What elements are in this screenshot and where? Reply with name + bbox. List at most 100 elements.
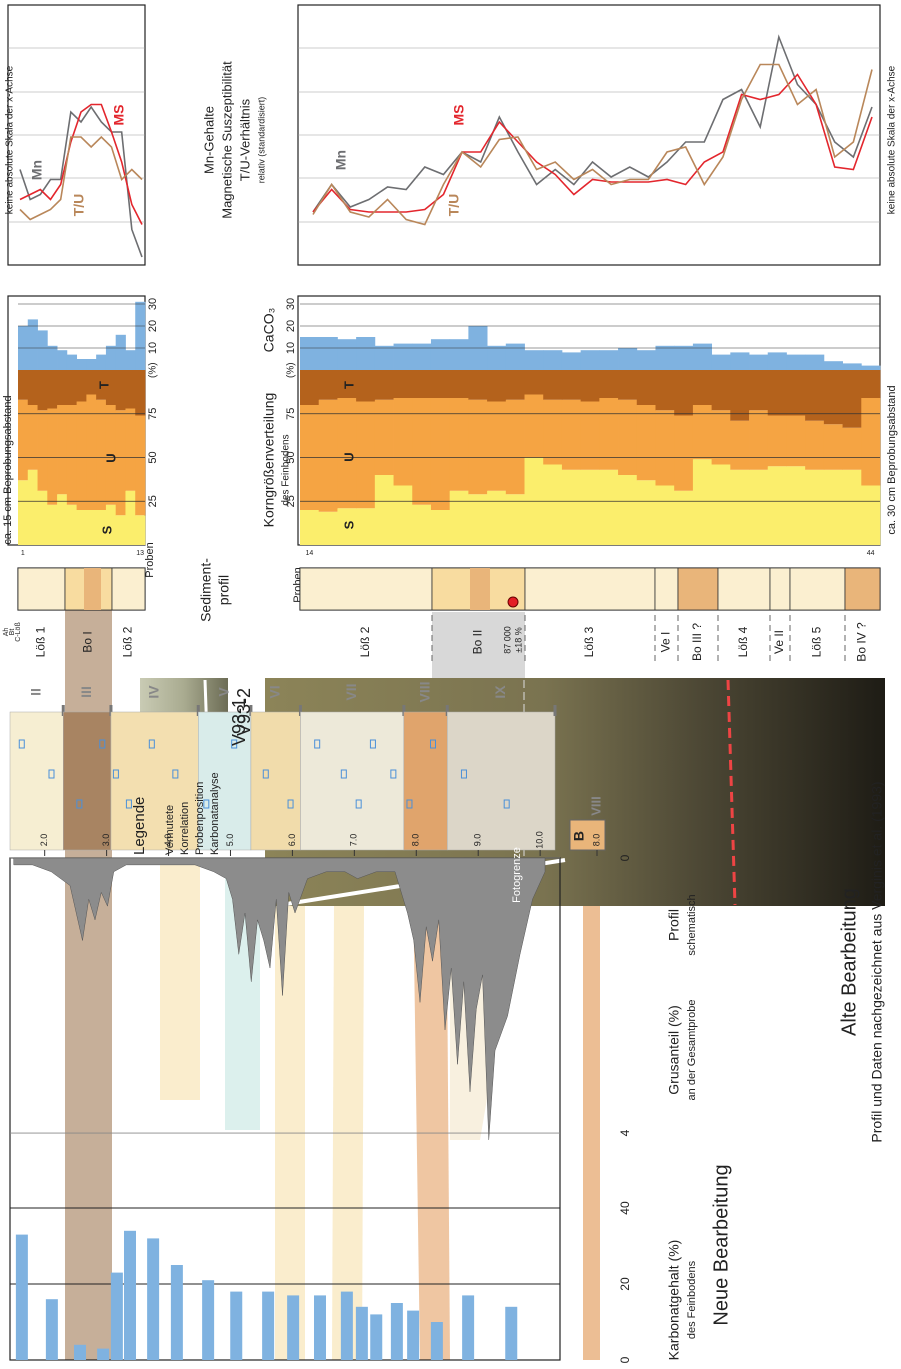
unit — [770, 568, 790, 610]
segment — [786, 416, 805, 467]
segment — [28, 370, 38, 405]
sediment-title: profil — [216, 575, 232, 605]
segment — [431, 370, 450, 398]
bar — [370, 1314, 382, 1360]
unit-label: Löß 5 — [810, 626, 824, 657]
legend-text: Vermutete — [164, 805, 176, 855]
bar — [262, 1292, 274, 1360]
tick-label: 10 — [285, 342, 297, 354]
segment — [86, 395, 96, 511]
tick-label: 30 — [147, 298, 159, 310]
bar — [77, 359, 87, 370]
segment — [543, 370, 562, 400]
bar — [450, 339, 469, 370]
bar — [97, 1349, 109, 1360]
segment — [135, 416, 145, 516]
bar — [319, 337, 338, 370]
layer — [10, 712, 63, 850]
segment — [786, 370, 805, 416]
tick-label: 44 — [867, 550, 875, 557]
segment — [693, 405, 712, 459]
tick-label: 0 — [618, 1356, 632, 1363]
axis-sublabel: an der Gesamtprobe — [686, 1000, 698, 1101]
segment — [843, 370, 862, 428]
segment — [356, 402, 375, 509]
bar — [462, 1295, 474, 1360]
line — [313, 75, 872, 213]
segment — [674, 370, 693, 416]
segment — [543, 400, 562, 465]
tick-label: 2.0 — [39, 834, 49, 847]
section-title: Neue Bearbeitung — [710, 1164, 732, 1325]
bar — [46, 1299, 58, 1360]
tick-label: 14 — [305, 550, 313, 557]
tick-label: 50 — [147, 451, 159, 463]
axis-label: Karbonatgehalt (%) — [666, 1240, 682, 1361]
tick-label: 75 — [285, 408, 297, 420]
layer-label: II — [27, 688, 43, 696]
bar — [824, 361, 843, 370]
band-iv — [160, 860, 200, 1100]
segment — [637, 370, 656, 405]
segment — [18, 480, 28, 545]
layer — [63, 712, 111, 850]
tick-label: 40 — [618, 1201, 632, 1215]
segment — [805, 370, 824, 421]
bar — [843, 363, 862, 370]
tick-label: 30 — [285, 298, 297, 310]
series-label: S — [341, 520, 356, 529]
axis-sublabel: des Feinbodens — [686, 1260, 698, 1339]
segment — [712, 465, 731, 546]
tick-label: 3.0 — [101, 834, 111, 847]
layer-label: VIII — [588, 796, 603, 816]
segment — [506, 370, 525, 400]
segment — [581, 470, 600, 545]
chart-label: Magnetische Suszeptibilität — [219, 61, 234, 219]
layer-label: VIII — [416, 681, 432, 702]
segment — [86, 510, 96, 545]
tick-label: 20 — [147, 320, 159, 332]
bar — [786, 355, 805, 370]
segment — [786, 466, 805, 545]
layer-label: III — [78, 686, 94, 698]
axis-label: Proben — [144, 542, 156, 577]
tick-label: 9.0 — [473, 834, 483, 847]
dating-label: 87 000 — [502, 626, 512, 654]
chart-label: CaCO₃ — [261, 308, 277, 353]
bar — [96, 355, 106, 370]
segment — [431, 398, 450, 510]
bar — [730, 352, 749, 370]
segment — [768, 466, 787, 545]
line — [20, 107, 142, 257]
segment — [57, 494, 67, 545]
tick-label: 0 — [618, 854, 632, 861]
segment — [431, 510, 450, 545]
unit — [845, 568, 880, 610]
segment — [319, 400, 338, 512]
photo-label: V93-2 — [234, 688, 254, 736]
segment — [412, 370, 431, 398]
segment — [768, 416, 787, 467]
unit-label: (%) — [148, 362, 159, 378]
segment — [468, 494, 487, 545]
segment — [487, 402, 506, 491]
bar — [57, 350, 67, 370]
segment — [599, 370, 618, 398]
bar — [341, 1292, 353, 1360]
segment — [77, 402, 87, 511]
segment — [674, 491, 693, 545]
bar — [768, 352, 787, 370]
bar — [599, 350, 618, 370]
unit — [470, 568, 490, 610]
segment — [693, 370, 712, 405]
bar — [525, 350, 544, 370]
segment — [28, 405, 38, 470]
bar — [287, 1295, 299, 1360]
bar — [618, 348, 637, 370]
axis-label: Grusanteil (%) — [666, 1005, 682, 1094]
segment — [375, 475, 394, 545]
unit — [18, 568, 65, 610]
segment — [562, 470, 581, 545]
figure: 02040Karbonatgehalt (%)des Feinbodens04G… — [0, 0, 901, 1369]
segment — [18, 370, 28, 400]
